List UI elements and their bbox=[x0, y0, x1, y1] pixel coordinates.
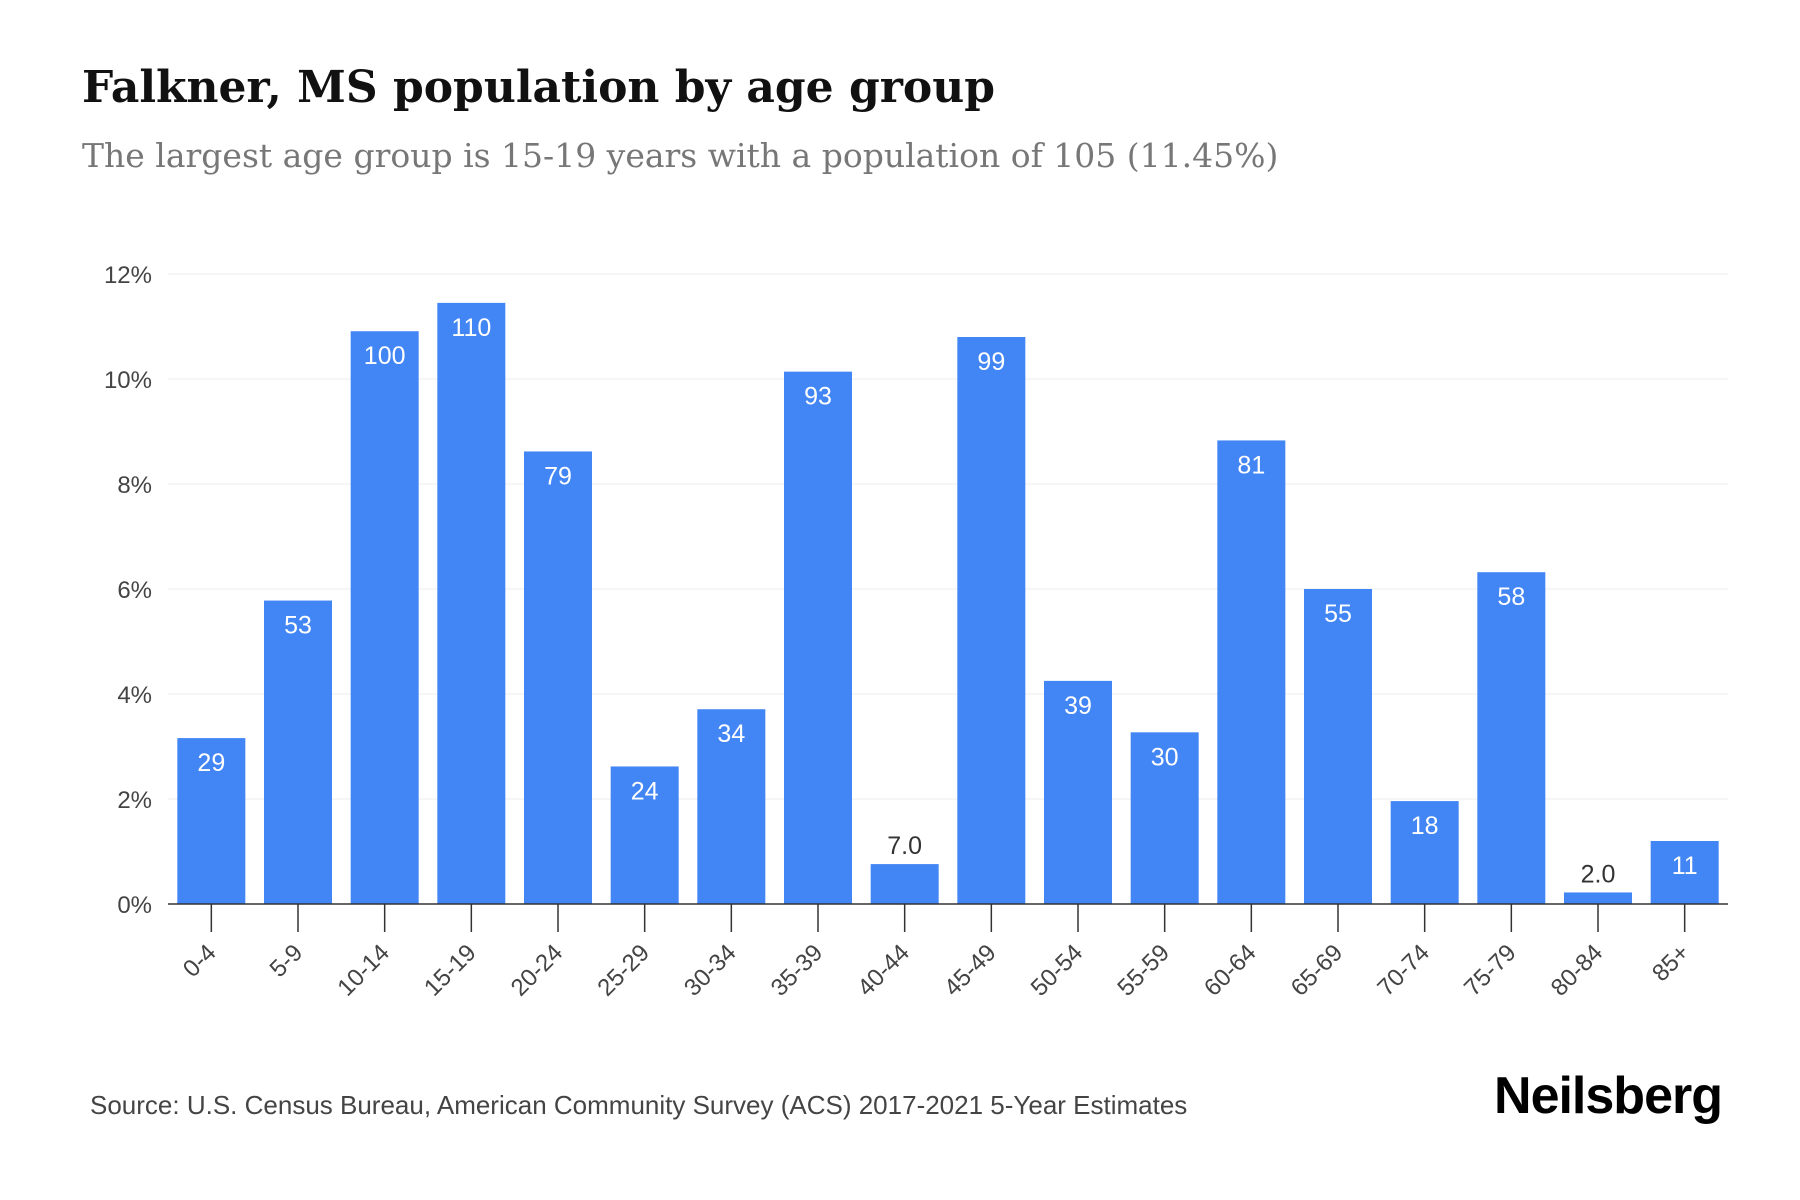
bar bbox=[1130, 732, 1199, 904]
bar-value-label: 58 bbox=[1497, 583, 1525, 611]
bar bbox=[1390, 801, 1459, 904]
bar bbox=[177, 738, 246, 904]
bar bbox=[350, 331, 419, 905]
y-tick-label: 8% bbox=[117, 472, 152, 499]
bar-value-label: 34 bbox=[717, 720, 745, 748]
x-tick-label: 45-49 bbox=[939, 939, 1002, 1002]
bar-value-label: 53 bbox=[284, 612, 312, 640]
bar bbox=[437, 302, 506, 904]
bar-chart: 0% 2% 4% 6% 8% 10% 12% 29 0-4 53 5-9 100 10-14 110 15-… bbox=[104, 262, 1728, 1002]
source-note: Source: U.S. Census Bureau, American Com… bbox=[90, 1090, 1188, 1120]
x-tick-label: 5-9 bbox=[265, 939, 309, 983]
bar-value-label: 11 bbox=[1672, 852, 1698, 880]
bar-value-label: 18 bbox=[1411, 812, 1439, 840]
x-tick-label: 40-44 bbox=[852, 939, 915, 1002]
y-tick-label: 12% bbox=[104, 262, 152, 289]
bar-value-label: 93 bbox=[804, 383, 832, 411]
bar-value-label: 81 bbox=[1237, 451, 1265, 479]
bar bbox=[1217, 440, 1286, 904]
bar bbox=[1477, 572, 1546, 904]
bar bbox=[1304, 589, 1372, 904]
y-tick-label: 2% bbox=[117, 787, 152, 814]
bar bbox=[784, 371, 852, 904]
x-tick-label: 25-29 bbox=[592, 939, 655, 1002]
chart-subtitle: The largest age group is 15-19 years wit… bbox=[82, 136, 1279, 175]
x-tick-label: 55-59 bbox=[1112, 939, 1175, 1002]
bar-value-label: 30 bbox=[1151, 743, 1179, 771]
x-tick-label: 80-84 bbox=[1546, 939, 1609, 1002]
bar bbox=[524, 451, 592, 904]
bar-value-label: 100 bbox=[364, 342, 406, 370]
x-tick-label: 50-54 bbox=[1026, 939, 1089, 1002]
chart-title: Falkner, MS population by age group bbox=[82, 62, 996, 113]
bar bbox=[957, 337, 1026, 904]
y-tick-label: 10% bbox=[104, 367, 152, 394]
bar bbox=[870, 864, 939, 904]
x-tick-label: 35-39 bbox=[766, 939, 829, 1002]
bar bbox=[1650, 841, 1719, 904]
x-tick-label: 75-79 bbox=[1459, 939, 1522, 1002]
x-tick-label: 10-14 bbox=[332, 939, 395, 1002]
x-tick-label: 15-19 bbox=[419, 939, 482, 1002]
y-tick-label: 6% bbox=[117, 577, 152, 604]
bar-value-label: 2.0 bbox=[1581, 860, 1616, 888]
bar-value-label: 55 bbox=[1324, 600, 1352, 628]
bar bbox=[610, 766, 679, 904]
bar-value-label: 29 bbox=[197, 749, 225, 777]
x-tick-label: 85+ bbox=[1647, 939, 1695, 987]
x-tick-label: 30-34 bbox=[679, 939, 742, 1002]
x-tick-label: 60-64 bbox=[1199, 939, 1262, 1002]
bar-value-label: 7.0 bbox=[887, 832, 922, 860]
bar-value-label: 110 bbox=[451, 314, 491, 342]
x-tick-label: 70-74 bbox=[1372, 939, 1435, 1002]
bar-value-label: 79 bbox=[544, 462, 572, 490]
x-tick-label: 0-4 bbox=[178, 939, 222, 983]
y-tick-label: 0% bbox=[117, 892, 152, 919]
y-tick-label: 4% bbox=[117, 682, 152, 709]
bar bbox=[697, 709, 766, 904]
x-tick-label: 20-24 bbox=[506, 939, 569, 1002]
bar-value-label: 99 bbox=[977, 348, 1005, 376]
brand-logo: Neilsberg bbox=[1494, 1067, 1723, 1125]
bar bbox=[264, 600, 332, 904]
x-tick-label: 65-69 bbox=[1286, 939, 1349, 1002]
bar bbox=[1044, 680, 1112, 904]
bar-value-label: 39 bbox=[1064, 692, 1092, 720]
bar bbox=[1564, 892, 1632, 904]
bar-value-label: 24 bbox=[631, 777, 659, 805]
